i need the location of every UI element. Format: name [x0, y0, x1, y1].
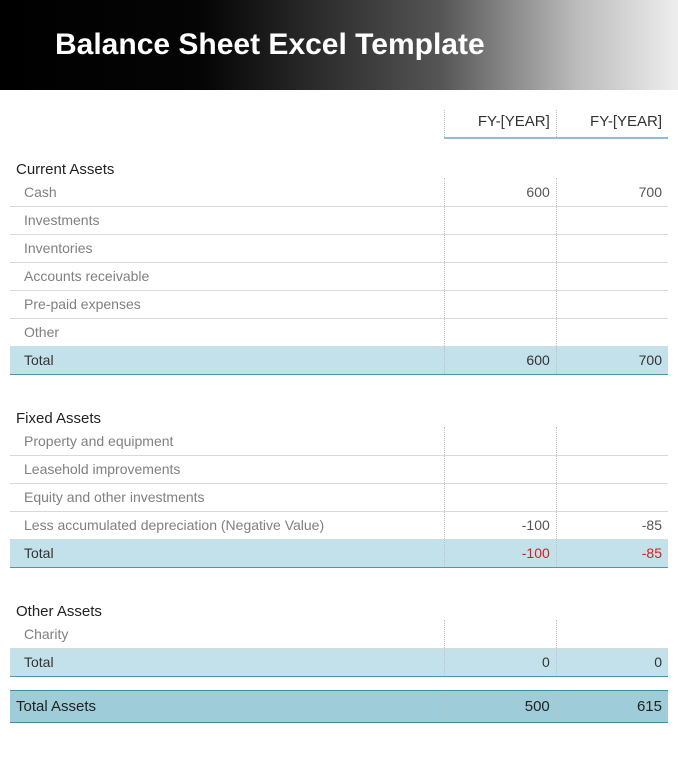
section-total-fixed: Total-100-85 [10, 539, 668, 567]
line-y2 [556, 206, 668, 234]
line-row: Accounts receivable [10, 262, 668, 290]
line-y2 [556, 290, 668, 318]
section-title-other: Other Assets [10, 581, 668, 620]
spacer [10, 374, 668, 388]
line-label: Equity and other investments [10, 483, 445, 511]
column-header-row: FY-[YEAR]FY-[YEAR] [10, 110, 668, 138]
spacer-cell [10, 567, 668, 581]
line-y1 [445, 620, 557, 648]
line-label: Investments [10, 206, 445, 234]
line-label: Accounts receivable [10, 262, 445, 290]
line-y1 [445, 427, 557, 455]
balance-sheet-table: FY-[YEAR]FY-[YEAR]Current AssetsCash6007… [10, 110, 668, 723]
section-title-current: Current Assets [10, 138, 668, 178]
line-label: Property and equipment [10, 427, 445, 455]
section-title-label: Other Assets [10, 581, 668, 620]
spacer [10, 676, 668, 690]
total-label: Total [10, 539, 445, 567]
section-title-label: Fixed Assets [10, 388, 668, 427]
section-total-current: Total600700 [10, 346, 668, 374]
line-y2 [556, 427, 668, 455]
total-y1: 0 [445, 648, 557, 676]
line-row: Pre-paid expenses [10, 290, 668, 318]
balance-sheet: FY-[YEAR]FY-[YEAR]Current AssetsCash6007… [0, 90, 678, 731]
line-row: Less accumulated depreciation (Negative … [10, 511, 668, 539]
line-label: Cash [10, 178, 445, 206]
spacer-cell [10, 676, 668, 690]
line-row: Cash600700 [10, 178, 668, 206]
line-y1 [445, 483, 557, 511]
grand-total-label: Total Assets [10, 690, 445, 722]
line-label: Other [10, 318, 445, 346]
line-y1 [445, 234, 557, 262]
line-row: Inventories [10, 234, 668, 262]
section-title-fixed: Fixed Assets [10, 388, 668, 427]
total-y1: -100 [445, 539, 557, 567]
line-row: Equity and other investments [10, 483, 668, 511]
line-y1 [445, 290, 557, 318]
line-row: Investments [10, 206, 668, 234]
title-banner: Balance Sheet Excel Template [0, 0, 678, 90]
line-label: Inventories [10, 234, 445, 262]
spacer [10, 567, 668, 581]
line-y1 [445, 206, 557, 234]
line-y1 [445, 318, 557, 346]
line-y2 [556, 620, 668, 648]
line-y1 [445, 455, 557, 483]
line-label: Pre-paid expenses [10, 290, 445, 318]
line-y2 [556, 318, 668, 346]
line-y1: 600 [445, 178, 557, 206]
line-y1: -100 [445, 511, 557, 539]
line-row: Leasehold improvements [10, 455, 668, 483]
line-y2 [556, 262, 668, 290]
section-title-label: Current Assets [10, 138, 668, 178]
line-y2 [556, 455, 668, 483]
header-blank [10, 110, 445, 138]
line-row: Other [10, 318, 668, 346]
total-y1: 600 [445, 346, 557, 374]
total-label: Total [10, 648, 445, 676]
line-y2: -85 [556, 511, 668, 539]
line-row: Property and equipment [10, 427, 668, 455]
total-y2: -85 [556, 539, 668, 567]
line-y2: 700 [556, 178, 668, 206]
spacer-cell [10, 374, 668, 388]
page-title: Balance Sheet Excel Template [55, 28, 485, 62]
total-y2: 700 [556, 346, 668, 374]
line-y2 [556, 234, 668, 262]
line-row: Charity [10, 620, 668, 648]
total-label: Total [10, 346, 445, 374]
grand-total-y2: 615 [556, 690, 668, 722]
line-y2 [556, 483, 668, 511]
col-header-y1: FY-[YEAR] [445, 110, 557, 138]
line-label: Leasehold improvements [10, 455, 445, 483]
total-y2: 0 [556, 648, 668, 676]
section-total-other: Total00 [10, 648, 668, 676]
grand-total-row: Total Assets500615 [10, 690, 668, 722]
line-label: Charity [10, 620, 445, 648]
col-header-y2: FY-[YEAR] [556, 110, 668, 138]
line-y1 [445, 262, 557, 290]
grand-total-y1: 500 [445, 690, 557, 722]
line-label: Less accumulated depreciation (Negative … [10, 511, 445, 539]
